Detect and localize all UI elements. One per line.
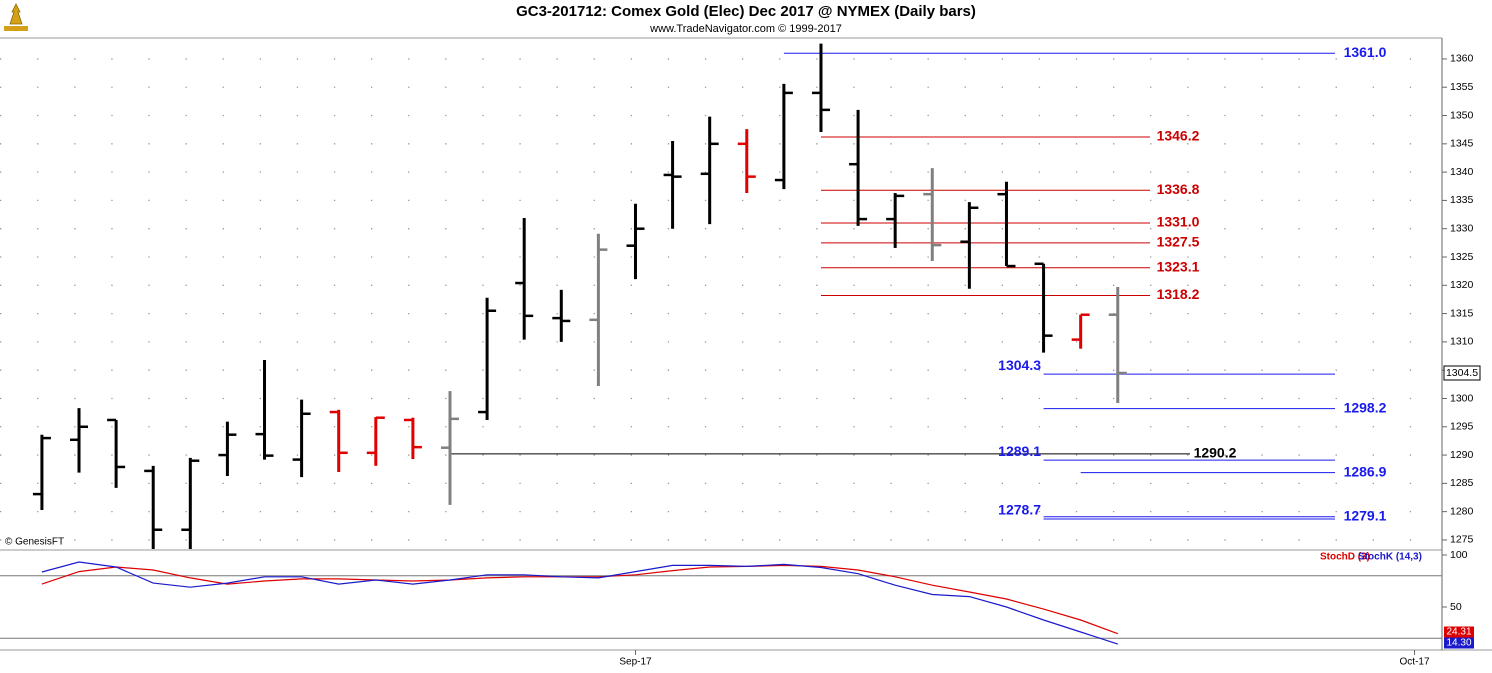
x-tick-label: Sep-17 (619, 657, 652, 668)
chart-subtitle: www.TradeNavigator.com © 1999-2017 (649, 23, 842, 35)
y-tick-label: 1340 (1450, 166, 1474, 178)
y-tick-label: 1280 (1450, 505, 1474, 517)
level-label: 1331.0 (1157, 214, 1200, 230)
price-tag (1443, 365, 1481, 381)
level-label: 1278.7 (998, 502, 1041, 518)
stoch-line (41, 561, 1118, 645)
level-label: 1304.3 (998, 357, 1041, 373)
y-tick-label: 1335 (1450, 194, 1474, 206)
level-label: 1290.2 (1194, 445, 1237, 461)
level-label: 1336.8 (1157, 181, 1200, 197)
legend-label: StochD (3) (1320, 552, 1370, 563)
y-tick-label: 1325 (1450, 251, 1474, 263)
level-label: 1286.9 (1344, 463, 1387, 479)
y-tick-label: 1315 (1450, 307, 1474, 319)
value-tag-label: 14.30 (1446, 638, 1471, 649)
y-tick-label: 1350 (1450, 109, 1474, 121)
x-tick-label: Oct-17 (1400, 657, 1430, 668)
level-label: 1318.2 (1157, 286, 1200, 302)
level-label: 1327.5 (1157, 234, 1200, 250)
annotation: © GenesisFT (5, 537, 64, 548)
chart-title: GC3-201712: Comex Gold (Elec) Dec 2017 @… (516, 3, 976, 20)
y-tick-label: 1275 (1450, 534, 1474, 546)
level-label: 1346.2 (1157, 128, 1200, 144)
y-tick-label: 1300 (1450, 392, 1474, 404)
logo (4, 3, 28, 31)
y-tick-label: 1285 (1450, 477, 1474, 489)
value-tag (1444, 626, 1474, 638)
logo-base (4, 26, 28, 31)
y-tick-label: 1355 (1450, 81, 1474, 93)
value-tag-label: 24.31 (1446, 627, 1471, 638)
y-tick-label: 1360 (1450, 53, 1474, 65)
level-label: 1323.1 (1157, 258, 1200, 274)
y-tick-label: 1330 (1450, 222, 1474, 234)
legend-label: StochK (14,3) (1358, 552, 1422, 563)
y-tick-label: 1295 (1450, 421, 1474, 433)
price-tag-label: 1304.5 (1446, 367, 1478, 379)
y-tick-label: 100 (1450, 549, 1468, 561)
y-tick-label: 1320 (1450, 279, 1474, 291)
level-label: 1298.2 (1344, 399, 1387, 415)
level-label: 1289.1 (998, 443, 1041, 459)
y-tick-label: 50 (1450, 601, 1462, 613)
level-label: 1361.0 (1344, 44, 1387, 60)
y-tick-label: 1310 (1450, 336, 1474, 348)
logo-figure (9, 3, 23, 25)
y-tick-label: 1345 (1450, 138, 1474, 150)
level-label: 1279.1 (1344, 507, 1387, 523)
y-tick-label: 1290 (1450, 449, 1474, 461)
value-tag (1444, 637, 1474, 649)
